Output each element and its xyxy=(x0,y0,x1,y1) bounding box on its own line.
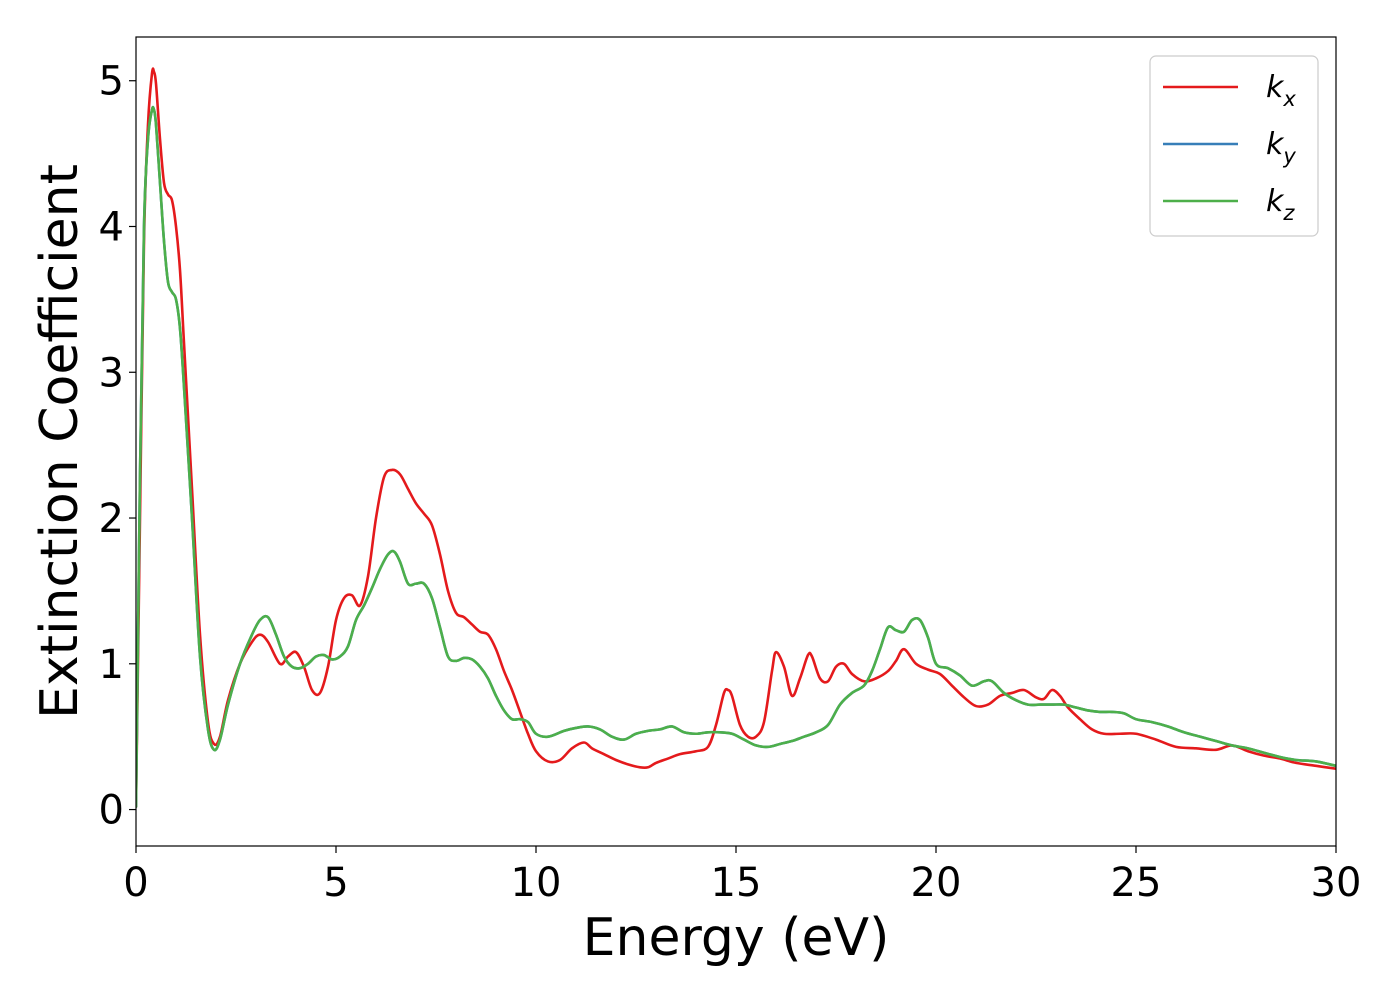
legend-label-subscript: x xyxy=(1282,87,1296,111)
y-tick-label: 0 xyxy=(99,788,124,834)
x-tick-label: 20 xyxy=(911,860,962,906)
x-tick-label: 25 xyxy=(1111,860,1162,906)
series-line-z xyxy=(136,105,1336,808)
legend-label-subscript: z xyxy=(1282,201,1295,225)
x-tick-label: 10 xyxy=(511,860,562,906)
y-tick-label: 3 xyxy=(99,350,124,396)
series-layer xyxy=(136,67,1336,808)
x-axis-title: Energy (eV) xyxy=(583,908,890,968)
x-tick-label: 15 xyxy=(711,860,762,906)
y-tick-label: 4 xyxy=(99,204,124,250)
legend-label-subscript: y xyxy=(1282,144,1296,168)
y-tick-label: 5 xyxy=(99,59,124,105)
y-axis-title: Extinction Coefficient xyxy=(30,164,90,719)
legend-box xyxy=(1149,55,1319,237)
legend-label-y: ky xyxy=(1266,127,1296,168)
y-tick-label: 1 xyxy=(99,642,124,688)
x-axis: 0 5 10 15 20 25 30 xyxy=(123,846,1361,906)
legend-label-base: k xyxy=(1266,70,1285,105)
legend-label-z: kz xyxy=(1266,184,1295,225)
legend-label-base: k xyxy=(1266,184,1285,219)
legend-label-base: k xyxy=(1266,127,1285,162)
legend-label-x: kx xyxy=(1266,70,1296,111)
x-tick-label: 30 xyxy=(1311,860,1362,906)
y-axis: 0 1 2 3 4 5 xyxy=(99,59,136,834)
x-tick-label: 0 xyxy=(123,860,148,906)
x-tick-label: 5 xyxy=(323,860,348,906)
y-tick-label: 2 xyxy=(99,496,124,542)
